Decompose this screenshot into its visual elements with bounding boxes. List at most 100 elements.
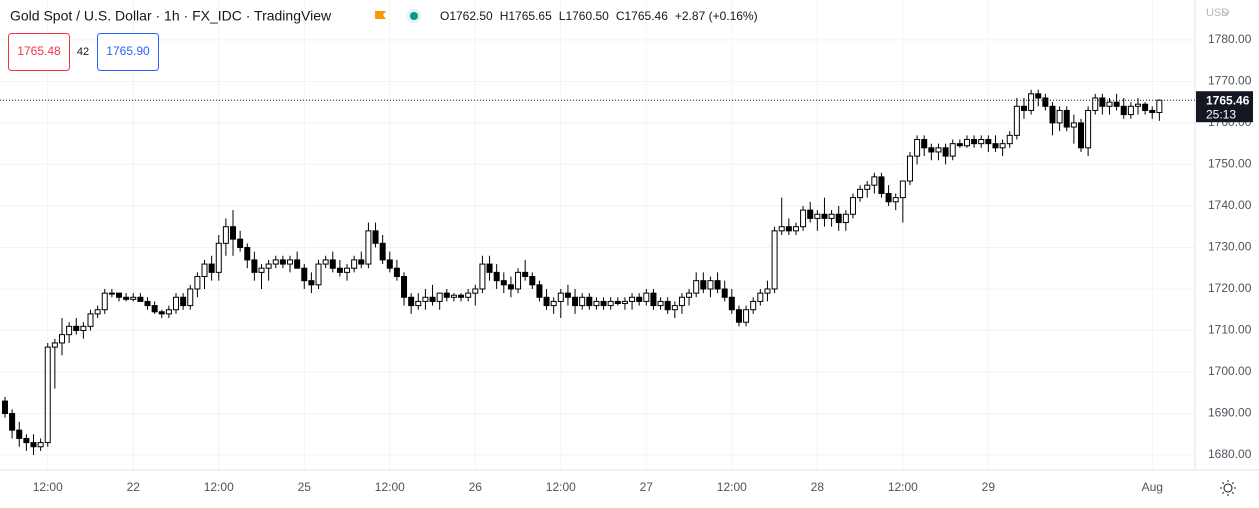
grid [0,0,1195,470]
candle-body [16,429,23,439]
candle-body [144,300,151,307]
candle-body [165,309,172,315]
flag-icon [375,11,386,19]
candle-body [258,267,265,273]
candle-body [515,271,522,290]
candle-body [849,197,856,215]
candle-body [108,292,115,295]
candle-body [123,296,130,300]
candle-body [735,309,742,323]
candle-body [914,139,921,157]
candle-body [764,288,771,294]
candle-body [607,300,614,307]
candle-body [821,213,828,219]
candle-body [408,296,415,307]
candle-body [386,259,393,269]
candle-body [572,296,579,307]
x-tick-label: 12:00 [717,480,747,494]
candle-body [379,242,386,261]
candle-body [230,226,237,240]
candle-body [308,280,315,286]
candle-body [1013,105,1020,136]
x-tick-label: 28 [811,480,825,494]
candle-body [251,259,258,273]
candle-body [807,209,814,219]
candle-body [1156,99,1163,114]
candle-body [614,300,621,305]
last-price-label: 1765.46 [1206,93,1250,107]
candle-body [842,213,849,224]
candle-body [664,300,671,311]
candle-body [728,296,735,311]
candle-body [101,292,108,311]
candle-body [80,325,87,331]
buy-price[interactable]: 1765.90 [106,44,150,58]
candle-body [928,147,935,153]
candle-body [629,296,636,302]
candle-body [686,292,693,298]
candle-body [422,296,429,302]
x-tick-label: Aug [1142,480,1163,494]
candle-body [992,143,999,149]
candle-body [322,259,329,265]
candle-body [564,292,571,298]
x-tick-label: 12:00 [546,480,576,494]
candle-body [130,296,137,300]
candle-body [636,296,643,302]
candle-body [921,139,928,149]
candle-body [479,263,486,290]
candle-body [543,296,550,307]
candle-body [586,296,593,307]
candle-body [1056,109,1063,124]
candle-body [621,300,628,305]
candle-body [365,230,372,265]
candle-body [158,311,165,315]
candle-body [58,334,65,344]
candle-body [9,413,16,431]
candle-body [1120,105,1127,116]
candle-body [864,184,871,190]
candle-body [151,305,158,313]
candle-body [23,437,30,444]
candle-body [66,325,73,336]
candle-body [942,147,949,157]
candle-body [215,242,222,273]
candle-body [44,346,51,444]
candle-body [187,288,194,307]
sell-price[interactable]: 1765.48 [17,44,61,58]
candle-body [878,176,885,194]
y-tick-label: 1780.00 [1208,32,1252,46]
countdown: 25:13 [1206,107,1236,121]
buy-button[interactable] [97,33,159,71]
candle-body [201,263,208,278]
candle-body [244,246,251,261]
candle-body [401,276,408,298]
candle-body [1006,134,1013,145]
candle-body [1113,101,1120,107]
candle-body [1134,103,1141,107]
candle-body [450,294,457,298]
ohlc-value: +2.87 (+0.16%) [675,9,758,23]
candle-body [1077,122,1084,149]
candle-body [351,259,358,269]
candle-body [1042,97,1049,107]
candle-body [857,188,864,199]
candle-body [443,292,450,298]
ohlc-value: C1765.46 [616,9,668,23]
candle-body [358,259,365,265]
settings-icon[interactable] [1220,480,1236,496]
candle-body [393,267,400,278]
candle-body [871,176,878,186]
candle-body [436,292,443,302]
candle-body [792,226,799,232]
y-tick-label: 1740.00 [1208,198,1252,212]
candle-body [493,271,500,282]
currency-selector[interactable]: USD [1206,7,1229,19]
y-tick-label: 1680.00 [1208,447,1252,461]
candle-body [372,230,379,244]
sell-button[interactable] [8,33,70,71]
candle-body [778,226,785,232]
candle-body [1085,109,1092,149]
